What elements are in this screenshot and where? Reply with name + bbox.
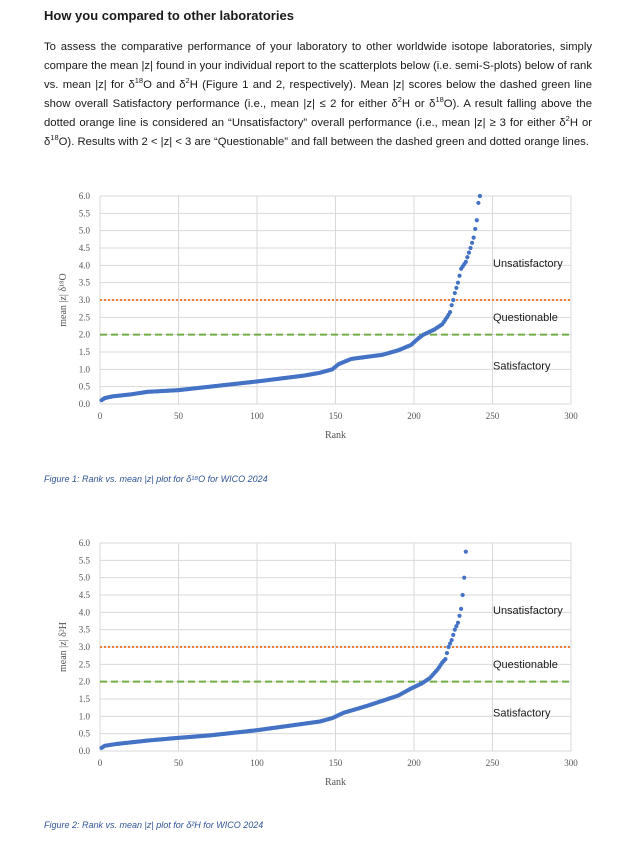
data-point [457,613,462,618]
x-tick-label: 0 [98,411,103,421]
x-tick-label: 50 [174,411,184,421]
y-tick-label: 1.0 [79,711,91,721]
x-tick-label: 100 [250,411,264,421]
y-tick-label: 0.0 [79,399,91,409]
data-point [454,624,459,629]
data-point [477,193,483,199]
y-tick-label: 2.5 [79,659,91,669]
chart-d2h-svg: 0.0 0.5 1.0 1.5 2.0 2.5 3.0 3.5 4.0 4.5 5.0 5.5 6.0 0… [58,538,578,788]
y-axis-label: mean |z| δ²H [58,622,69,672]
zone-label: Satisfactory [493,360,551,372]
y-tick-label: 1.5 [79,694,91,704]
y-tick-label: 4.5 [79,590,91,600]
chart-d18o-svg: 0.0 0.5 1.0 1.5 2.0 2.5 3.0 3.5 4.0 4.5 5.0 5.5 6.0 0… [58,191,578,441]
y-tick-label: 6.0 [79,191,91,201]
data-point [448,310,453,315]
data-point [473,226,478,232]
data-point [448,641,453,646]
data-point [443,657,448,662]
x-tick-label: 200 [407,411,421,421]
y-tick-label: 1.5 [79,347,91,357]
data-point [459,606,464,611]
data-point [452,290,457,296]
data-point [446,644,451,650]
y-tick-label: 2.5 [79,312,91,322]
y-tick-label: 5.5 [79,555,91,565]
x-axis-label: Rank [325,777,346,788]
data-point [469,240,475,245]
y-tick-label: 2.0 [79,330,91,340]
y-tick-label: 5.5 [79,208,91,218]
data-point [455,620,461,625]
y-tick-label: 6.0 [79,538,91,548]
data-point [471,235,476,240]
section-heading: How you compared to other laboratories [44,8,294,23]
y-tick-label: 5.0 [79,573,91,583]
y-tick-label: 3.0 [79,642,91,652]
data-point [468,245,473,251]
chart-d2h: 0.0 0.5 1.0 1.5 2.0 2.5 3.0 3.5 4.0 4.5 5.0 5.5 6.0 0… [44,533,594,801]
x-tick-label: 200 [407,758,421,768]
data-point [451,297,456,303]
y-axis-label: mean |z| δ¹⁸O [58,273,69,327]
data-point [451,632,456,637]
y-tick-label: 0.0 [79,746,91,756]
y-tick-label: 4.0 [79,607,91,617]
data-point [460,592,465,598]
chart-d18o: 0.0 0.5 1.0 1.5 2.0 2.5 3.0 3.5 4.0 4.5 5.0 5.5 6.0 0… [44,186,594,454]
x-tick-label: 0 [98,758,103,768]
data-point [476,200,481,206]
figure-1-caption: Figure 1: Rank vs. mean |z| plot for δ¹⁸… [44,474,268,484]
data-point [449,637,454,643]
data-point [463,259,468,264]
y-tick-label: 4.5 [79,243,91,253]
data-point [444,650,450,656]
zone-label: Satisfactory [493,707,551,719]
y-tick-label: 3.5 [79,278,91,288]
y-tick-label: 0.5 [79,382,91,392]
zone-label: Unsatisfactory [493,258,563,270]
zone-label: Unsatisfactory [493,605,563,617]
x-axis-label: Rank [325,430,346,441]
intro-paragraph: To assess the comparative performance of… [44,41,592,148]
data-point [457,273,462,278]
data-point [474,218,479,223]
x-tick-label: 150 [329,758,343,768]
x-tick-label: 300 [564,758,578,768]
x-tick-label: 250 [486,758,500,768]
data-point [463,549,468,554]
data-point [449,303,454,308]
data-point [462,575,467,580]
y-tick-label: 4.0 [79,260,91,270]
y-tick-label: 5.0 [79,226,91,236]
x-tick-label: 300 [564,411,578,421]
figure-2-caption: Figure 2: Rank vs. mean |z| plot for δ²H… [44,820,264,830]
zone-label: Questionable [493,312,558,324]
x-tick-label: 100 [250,758,264,768]
data-point [454,285,459,290]
x-tick-label: 250 [486,411,500,421]
data-point [452,627,457,632]
data-point [455,280,461,285]
x-tick-label: 50 [174,758,184,768]
x-tick-label: 150 [329,411,343,421]
y-tick-label: 2.0 [79,677,91,687]
y-tick-label: 0.5 [79,729,91,739]
data-point [465,255,470,260]
zone-label: Questionable [493,659,558,671]
data-point [466,250,472,255]
y-tick-label: 3.0 [79,295,91,305]
y-tick-label: 1.0 [79,364,91,374]
y-tick-label: 3.5 [79,625,91,635]
